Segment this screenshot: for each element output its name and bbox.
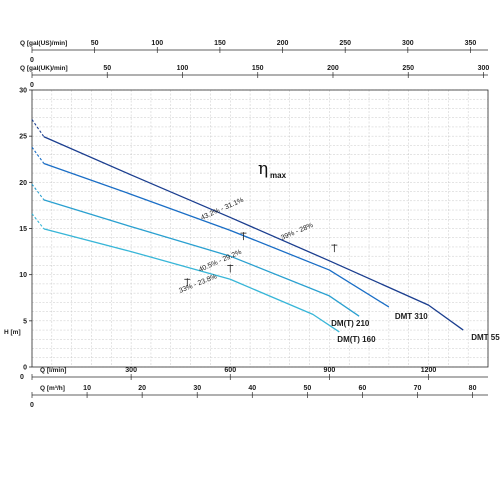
q_lmin-tick-label: 300: [125, 367, 137, 374]
curve-label: DM(T) 160: [337, 335, 376, 344]
q_us-tick-label: 100: [151, 40, 163, 47]
q_m3h-tick-label: 70: [414, 385, 422, 392]
h-axis-tick-label: 5: [23, 318, 27, 325]
q_us-axis-label: Q [gal(US)/min]: [20, 40, 67, 47]
q_m3h-axis-label: Q [m³/h]: [40, 385, 65, 392]
q_lmin-tick-label: 900: [324, 367, 336, 374]
q_lmin-tick-label: 600: [224, 367, 236, 374]
h-axis-tick-label: 25: [19, 134, 27, 141]
curve-extension-DMT 310: [31, 146, 45, 164]
curve-extension-DM(T) 210: [31, 183, 45, 201]
q_m3h-tick-label: 30: [193, 385, 201, 392]
curve-DMT 310: [43, 162, 390, 308]
q_lmin-axis-label: Q [l/min]: [40, 367, 66, 374]
h-axis-tick-label: 15: [19, 226, 27, 233]
q_m3h-tick-label: 60: [359, 385, 367, 392]
q_uk-tick-label: 300: [478, 65, 490, 72]
efficiency-label: 40.5% - 29.2%: [198, 249, 243, 274]
q_m3h-tick-label: 40: [248, 385, 256, 392]
q_lmin-tick-label: 1200: [421, 367, 437, 374]
efficiency-label: 39% - 28%: [280, 222, 314, 242]
h-axis-tick-label: 30: [19, 88, 27, 95]
efficiency-label: 43.2% - 31.1%: [200, 197, 245, 222]
curve-extension-DMT 550: [31, 119, 45, 138]
q_us-tick-label: 150: [214, 40, 226, 47]
h-axis-tick-label: 0: [23, 365, 27, 372]
q_us-tick-label: 200: [277, 40, 289, 47]
curve-DM(T) 210: [43, 199, 360, 317]
h-axis-tick-label: 20: [19, 180, 27, 187]
q_us-tick-label: 350: [465, 40, 477, 47]
curve-DM(T) 160: [43, 228, 340, 333]
eta-label: max: [270, 171, 287, 180]
q_uk-tick-label: 50: [103, 65, 111, 72]
q_uk-tick-label: 150: [252, 65, 264, 72]
q_m3h-tick-label: 20: [138, 385, 146, 392]
curve-label: DMT 310: [395, 312, 428, 321]
q_us-tick-label: 50: [91, 40, 99, 47]
q_lmin-tick-label: 0: [20, 374, 24, 381]
eta-symbol: η: [258, 159, 268, 179]
h-axis-tick-label: 10: [19, 272, 27, 279]
pump-curves: [31, 119, 464, 333]
q_uk-tick-label: 200: [327, 65, 339, 72]
curve-extension-DM(T) 160: [31, 213, 45, 230]
curve-label: DMT 550: [471, 333, 500, 342]
q_us-tick-label: 250: [339, 40, 351, 47]
q_m3h-tick-label: 80: [469, 385, 477, 392]
q_uk-tick-label: 0: [30, 82, 34, 89]
q_m3h-tick-label: 10: [83, 385, 91, 392]
curve-label: DM(T) 210: [331, 319, 370, 328]
q_us-tick-label: 0: [30, 57, 34, 64]
labels: DMT 550 DMT 310 DM(T) 210 DM(T) 160 43.2% - …: [178, 159, 500, 344]
q_uk-tick-label: 250: [402, 65, 414, 72]
q_m3h-tick-label: 0: [30, 402, 34, 409]
q_uk-axis-label: Q [gal(UK)/min]: [20, 65, 68, 72]
curve-DMT 550: [43, 136, 464, 331]
q_uk-tick-label: 100: [177, 65, 189, 72]
q_us-tick-label: 300: [402, 40, 414, 47]
h-axis-label: H [m]: [4, 329, 21, 336]
grid: [31, 89, 489, 368]
q_m3h-tick-label: 50: [303, 385, 311, 392]
